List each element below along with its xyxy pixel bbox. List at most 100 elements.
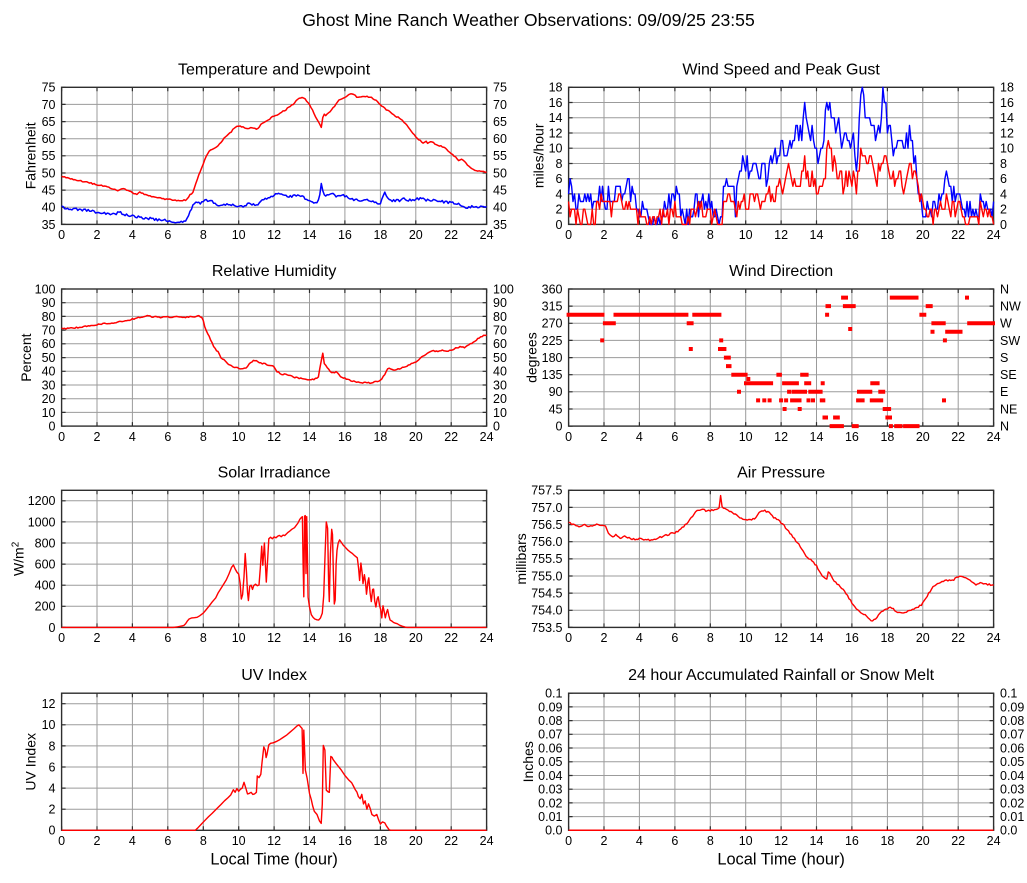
svg-text:55: 55 (493, 149, 507, 163)
svg-text:10: 10 (232, 834, 246, 848)
svg-text:754.5: 754.5 (531, 587, 562, 601)
svg-text:Fahrenheit: Fahrenheit (23, 122, 39, 189)
svg-text:90: 90 (493, 296, 507, 310)
svg-text:80: 80 (493, 310, 507, 324)
svg-text:10: 10 (232, 430, 246, 444)
svg-text:20: 20 (409, 631, 423, 645)
svg-text:30: 30 (42, 378, 56, 392)
svg-text:135: 135 (542, 368, 563, 382)
svg-text:24: 24 (480, 430, 494, 444)
svg-text:22: 22 (444, 228, 458, 242)
svg-text:24: 24 (480, 631, 494, 645)
svg-text:12: 12 (267, 631, 281, 645)
svg-text:4: 4 (129, 228, 136, 242)
svg-text:270: 270 (542, 317, 563, 331)
svg-text:756.5: 756.5 (531, 518, 562, 532)
svg-text:8: 8 (200, 430, 207, 444)
svg-text:10: 10 (232, 631, 246, 645)
svg-text:Local Time (hour): Local Time (hour) (717, 850, 845, 868)
svg-text:16: 16 (338, 228, 352, 242)
svg-text:6: 6 (671, 228, 678, 242)
svg-text:2: 2 (94, 430, 101, 444)
svg-text:miles/hour: miles/hour (531, 123, 547, 188)
svg-text:W: W (1000, 317, 1012, 331)
svg-text:12: 12 (549, 126, 563, 140)
svg-text:70: 70 (493, 98, 507, 112)
svg-text:2: 2 (556, 203, 563, 217)
svg-text:0.05: 0.05 (538, 755, 562, 769)
svg-text:0: 0 (58, 228, 65, 242)
svg-text:Relative Humidity: Relative Humidity (212, 263, 336, 280)
svg-text:18: 18 (373, 430, 387, 444)
svg-text:14: 14 (810, 631, 824, 645)
svg-text:10: 10 (232, 228, 246, 242)
svg-text:10: 10 (739, 228, 753, 242)
svg-text:12: 12 (774, 430, 788, 444)
svg-text:180: 180 (542, 351, 563, 365)
svg-text:10: 10 (549, 142, 563, 156)
svg-text:8: 8 (1000, 157, 1007, 171)
svg-text:24: 24 (987, 834, 1001, 848)
svg-text:30: 30 (493, 378, 507, 392)
svg-text:12: 12 (774, 228, 788, 242)
svg-text:755.0: 755.0 (531, 569, 562, 583)
svg-text:12: 12 (267, 834, 281, 848)
svg-text:16: 16 (338, 834, 352, 848)
svg-text:600: 600 (35, 558, 56, 572)
svg-text:80: 80 (42, 310, 56, 324)
svg-text:65: 65 (42, 115, 56, 129)
svg-text:2: 2 (601, 631, 608, 645)
svg-text:0.01: 0.01 (538, 810, 562, 824)
svg-text:0.07: 0.07 (1000, 728, 1024, 742)
svg-text:0.02: 0.02 (538, 796, 562, 810)
svg-text:2: 2 (1000, 203, 1007, 217)
svg-text:4: 4 (49, 782, 56, 796)
svg-text:Local Time (hour): Local Time (hour) (210, 850, 338, 868)
svg-text:6: 6 (671, 430, 678, 444)
svg-text:NE: NE (1000, 402, 1017, 416)
svg-text:40: 40 (493, 201, 507, 215)
svg-text:14: 14 (549, 111, 563, 125)
svg-text:20: 20 (916, 430, 930, 444)
svg-text:315: 315 (542, 300, 563, 314)
svg-text:20: 20 (916, 228, 930, 242)
svg-text:60: 60 (493, 132, 507, 146)
svg-text:1200: 1200 (28, 494, 56, 508)
svg-text:0: 0 (58, 430, 65, 444)
svg-text:0: 0 (565, 228, 572, 242)
svg-text:8: 8 (707, 834, 714, 848)
svg-text:22: 22 (444, 631, 458, 645)
svg-text:757.5: 757.5 (531, 484, 562, 498)
svg-text:12: 12 (267, 430, 281, 444)
svg-text:400: 400 (35, 579, 56, 593)
svg-text:18: 18 (880, 430, 894, 444)
svg-text:Solar Irradiance: Solar Irradiance (218, 464, 331, 481)
svg-text:0: 0 (565, 834, 572, 848)
svg-text:0: 0 (565, 430, 572, 444)
svg-text:35: 35 (493, 218, 507, 232)
svg-text:Air Pressure: Air Pressure (737, 464, 825, 481)
svg-text:SE: SE (1000, 368, 1017, 382)
svg-text:16: 16 (338, 631, 352, 645)
svg-text:0.06: 0.06 (1000, 741, 1024, 755)
svg-text:24: 24 (987, 228, 1001, 242)
svg-text:0.03: 0.03 (1000, 783, 1024, 797)
svg-text:8: 8 (707, 228, 714, 242)
svg-text:Percent: Percent (18, 333, 34, 381)
svg-text:10: 10 (42, 718, 56, 732)
svg-text:2: 2 (49, 803, 56, 817)
svg-text:4: 4 (129, 430, 136, 444)
svg-text:20: 20 (42, 392, 56, 406)
svg-text:4: 4 (556, 187, 563, 201)
svg-text:75: 75 (42, 81, 56, 95)
svg-text:14: 14 (810, 430, 824, 444)
svg-text:8: 8 (49, 739, 56, 753)
svg-text:2: 2 (94, 631, 101, 645)
svg-text:22: 22 (951, 228, 965, 242)
svg-text:24: 24 (987, 430, 1001, 444)
svg-text:16: 16 (1000, 96, 1014, 110)
svg-text:60: 60 (42, 132, 56, 146)
svg-text:0.02: 0.02 (1000, 796, 1024, 810)
svg-text:60: 60 (42, 337, 56, 351)
svg-text:N: N (1000, 420, 1009, 434)
